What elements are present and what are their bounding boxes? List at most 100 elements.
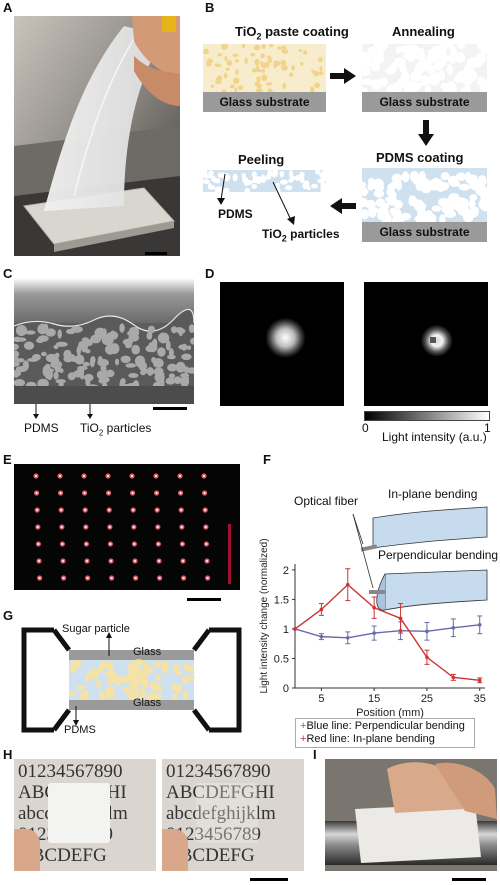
printed-text-line: ABCDEFGHI (166, 782, 275, 803)
light-dot-core (204, 508, 207, 512)
particle (468, 178, 476, 186)
particle (261, 74, 268, 82)
particle (261, 68, 266, 73)
particle (391, 216, 401, 222)
sugar-particle (184, 665, 195, 672)
sem-particle (97, 356, 103, 365)
light-dot-core (35, 491, 38, 495)
sem-particle (85, 349, 91, 354)
sem-particle (167, 363, 178, 372)
particle (449, 180, 461, 187)
particle (390, 180, 402, 189)
particle (480, 196, 487, 204)
sem-particle (175, 361, 186, 373)
light-dot-core (158, 576, 161, 580)
sem-particle (125, 363, 137, 368)
light-dot-core (60, 525, 63, 529)
particle (450, 83, 457, 92)
particle (477, 76, 485, 85)
particle (315, 170, 321, 175)
light-dot-core (181, 559, 185, 563)
particle (388, 190, 397, 201)
particle (265, 82, 273, 86)
light-dot-core (106, 474, 110, 478)
y-tick-label: 0.5 (274, 653, 289, 665)
light-dot-core (203, 491, 206, 495)
data-point (451, 675, 456, 680)
light-dot-core (84, 525, 87, 529)
light-dot-core (109, 542, 112, 546)
particle (453, 75, 464, 83)
legend-red-entry: +Red line: In-plane bending (300, 733, 435, 745)
particle (216, 75, 223, 83)
particle (251, 68, 258, 73)
light-dot-core (157, 559, 161, 563)
sugar-particle (154, 674, 161, 681)
particle (314, 82, 320, 89)
legend-blue-entry: +Blue line: Perpendicular bending (300, 720, 465, 732)
light-dot-core (206, 576, 209, 580)
particle (418, 57, 428, 70)
particle (300, 61, 304, 66)
particle (251, 184, 257, 189)
light-dot-core (62, 576, 65, 580)
sugar-particle (163, 661, 170, 667)
arrow-down-icon (418, 120, 434, 146)
particle (468, 198, 476, 210)
light-dot-array-photo (14, 464, 240, 590)
light-dot-core (85, 542, 88, 546)
sem-particle (14, 350, 20, 358)
particle (313, 70, 320, 77)
particle (256, 76, 261, 83)
sem-particle (114, 358, 120, 366)
particle (458, 183, 471, 191)
data-point (372, 605, 376, 610)
particle (214, 178, 221, 184)
particle (275, 182, 280, 188)
peeled-film-layer (203, 170, 326, 192)
sem-particle (186, 345, 192, 350)
light-dot-core (61, 542, 64, 546)
sem-particle (138, 361, 148, 371)
data-point (425, 629, 429, 634)
sem-particle (173, 376, 182, 384)
opaque-film-photo: 01234567890ABCDEFGHIabcdefghijklm0123456… (14, 759, 156, 871)
scale-bar-e (187, 598, 221, 601)
light-dot-core (37, 559, 41, 563)
particle (391, 82, 402, 92)
pdms-coated-layer (362, 168, 487, 222)
sem-particle (22, 360, 29, 371)
colorbar-min: 0 (362, 421, 369, 435)
colorbar-label: Light intensity (a.u.) (382, 430, 487, 444)
step-pdms-coating: PDMS coating (376, 150, 464, 165)
sugar-particle (152, 661, 164, 667)
intensity-map-left (220, 282, 344, 406)
particle (223, 72, 228, 79)
light-dot-core (156, 508, 159, 512)
sugar-particle (98, 690, 103, 696)
particle (244, 187, 250, 192)
particle (321, 170, 326, 176)
particle (224, 55, 228, 62)
film-on-cylinder-photo (325, 759, 497, 871)
particle (254, 58, 260, 66)
light-dot-core (154, 474, 158, 478)
colorbar-max: 1 (484, 421, 491, 435)
arrow-right-icon (330, 68, 356, 84)
light-dot-core (130, 474, 134, 478)
particle (281, 179, 288, 185)
sem-particle (14, 361, 20, 367)
sem-particle (53, 371, 59, 380)
data-point (345, 636, 350, 640)
label-glass-bottom: Glass (133, 697, 162, 709)
sugar-particle (175, 683, 182, 694)
particle (318, 57, 323, 63)
printed-text-line: ABCDEFG (166, 845, 255, 866)
in-plane-bending-illustration (372, 506, 488, 549)
sem-particle (190, 337, 194, 345)
arrow-left-icon (330, 198, 356, 214)
particle (362, 56, 370, 65)
particle (478, 44, 487, 52)
particle (207, 183, 213, 190)
sugar-particle (108, 690, 115, 699)
